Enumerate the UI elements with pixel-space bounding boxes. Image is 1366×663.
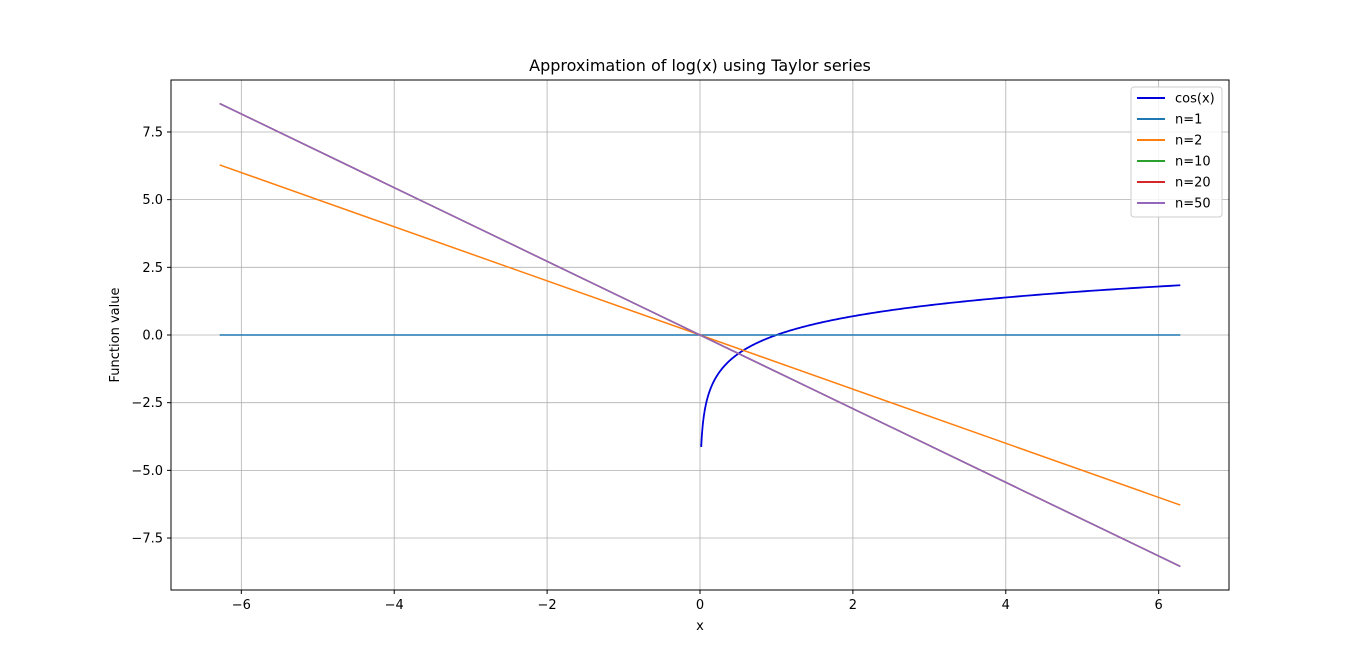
legend-label: n=10 bbox=[1175, 155, 1211, 170]
y-axis-label: Function value bbox=[108, 288, 123, 383]
legend-label: n=50 bbox=[1175, 197, 1211, 212]
x-tick-label: −4 bbox=[385, 598, 404, 613]
series-line-n-50 bbox=[219, 102, 1181, 568]
y-tick-label: 0.0 bbox=[142, 329, 163, 344]
x-tick-label: 4 bbox=[1002, 598, 1010, 613]
x-tick-label: −2 bbox=[538, 598, 557, 613]
y-tick-label: −5.0 bbox=[131, 464, 163, 479]
legend: cos(x) n=1 n=2 n=10 n=20 n=50 bbox=[1130, 86, 1223, 218]
y-tick-label: 7.5 bbox=[142, 125, 163, 140]
series-line-cos-x- bbox=[700, 284, 1181, 448]
y-tick-label: 5.0 bbox=[142, 193, 163, 208]
plot-area bbox=[219, 102, 1181, 568]
x-tick-label: −6 bbox=[232, 598, 251, 613]
x-tick-label: 0 bbox=[696, 598, 704, 613]
legend-label: n=2 bbox=[1175, 134, 1202, 149]
x-tick-label: 2 bbox=[849, 598, 857, 613]
x-tick-label: 6 bbox=[1155, 598, 1163, 613]
legend-label: cos(x) bbox=[1175, 92, 1215, 107]
legend-label: n=20 bbox=[1175, 176, 1211, 191]
x-axis-label: x bbox=[696, 619, 704, 634]
y-tick-label: 2.5 bbox=[142, 261, 163, 276]
legend-label: n=1 bbox=[1175, 113, 1202, 128]
ticks: −6 −4 −2 0 2 4 6 −7.5 −5.0 −2.5 0.0 2.5 5.0 7.5 bbox=[131, 125, 1162, 613]
y-tick-label: −7.5 bbox=[131, 532, 163, 547]
y-tick-label: −2.5 bbox=[131, 396, 163, 411]
chart-title: Approximation of log(x) using Taylor ser… bbox=[529, 56, 871, 75]
